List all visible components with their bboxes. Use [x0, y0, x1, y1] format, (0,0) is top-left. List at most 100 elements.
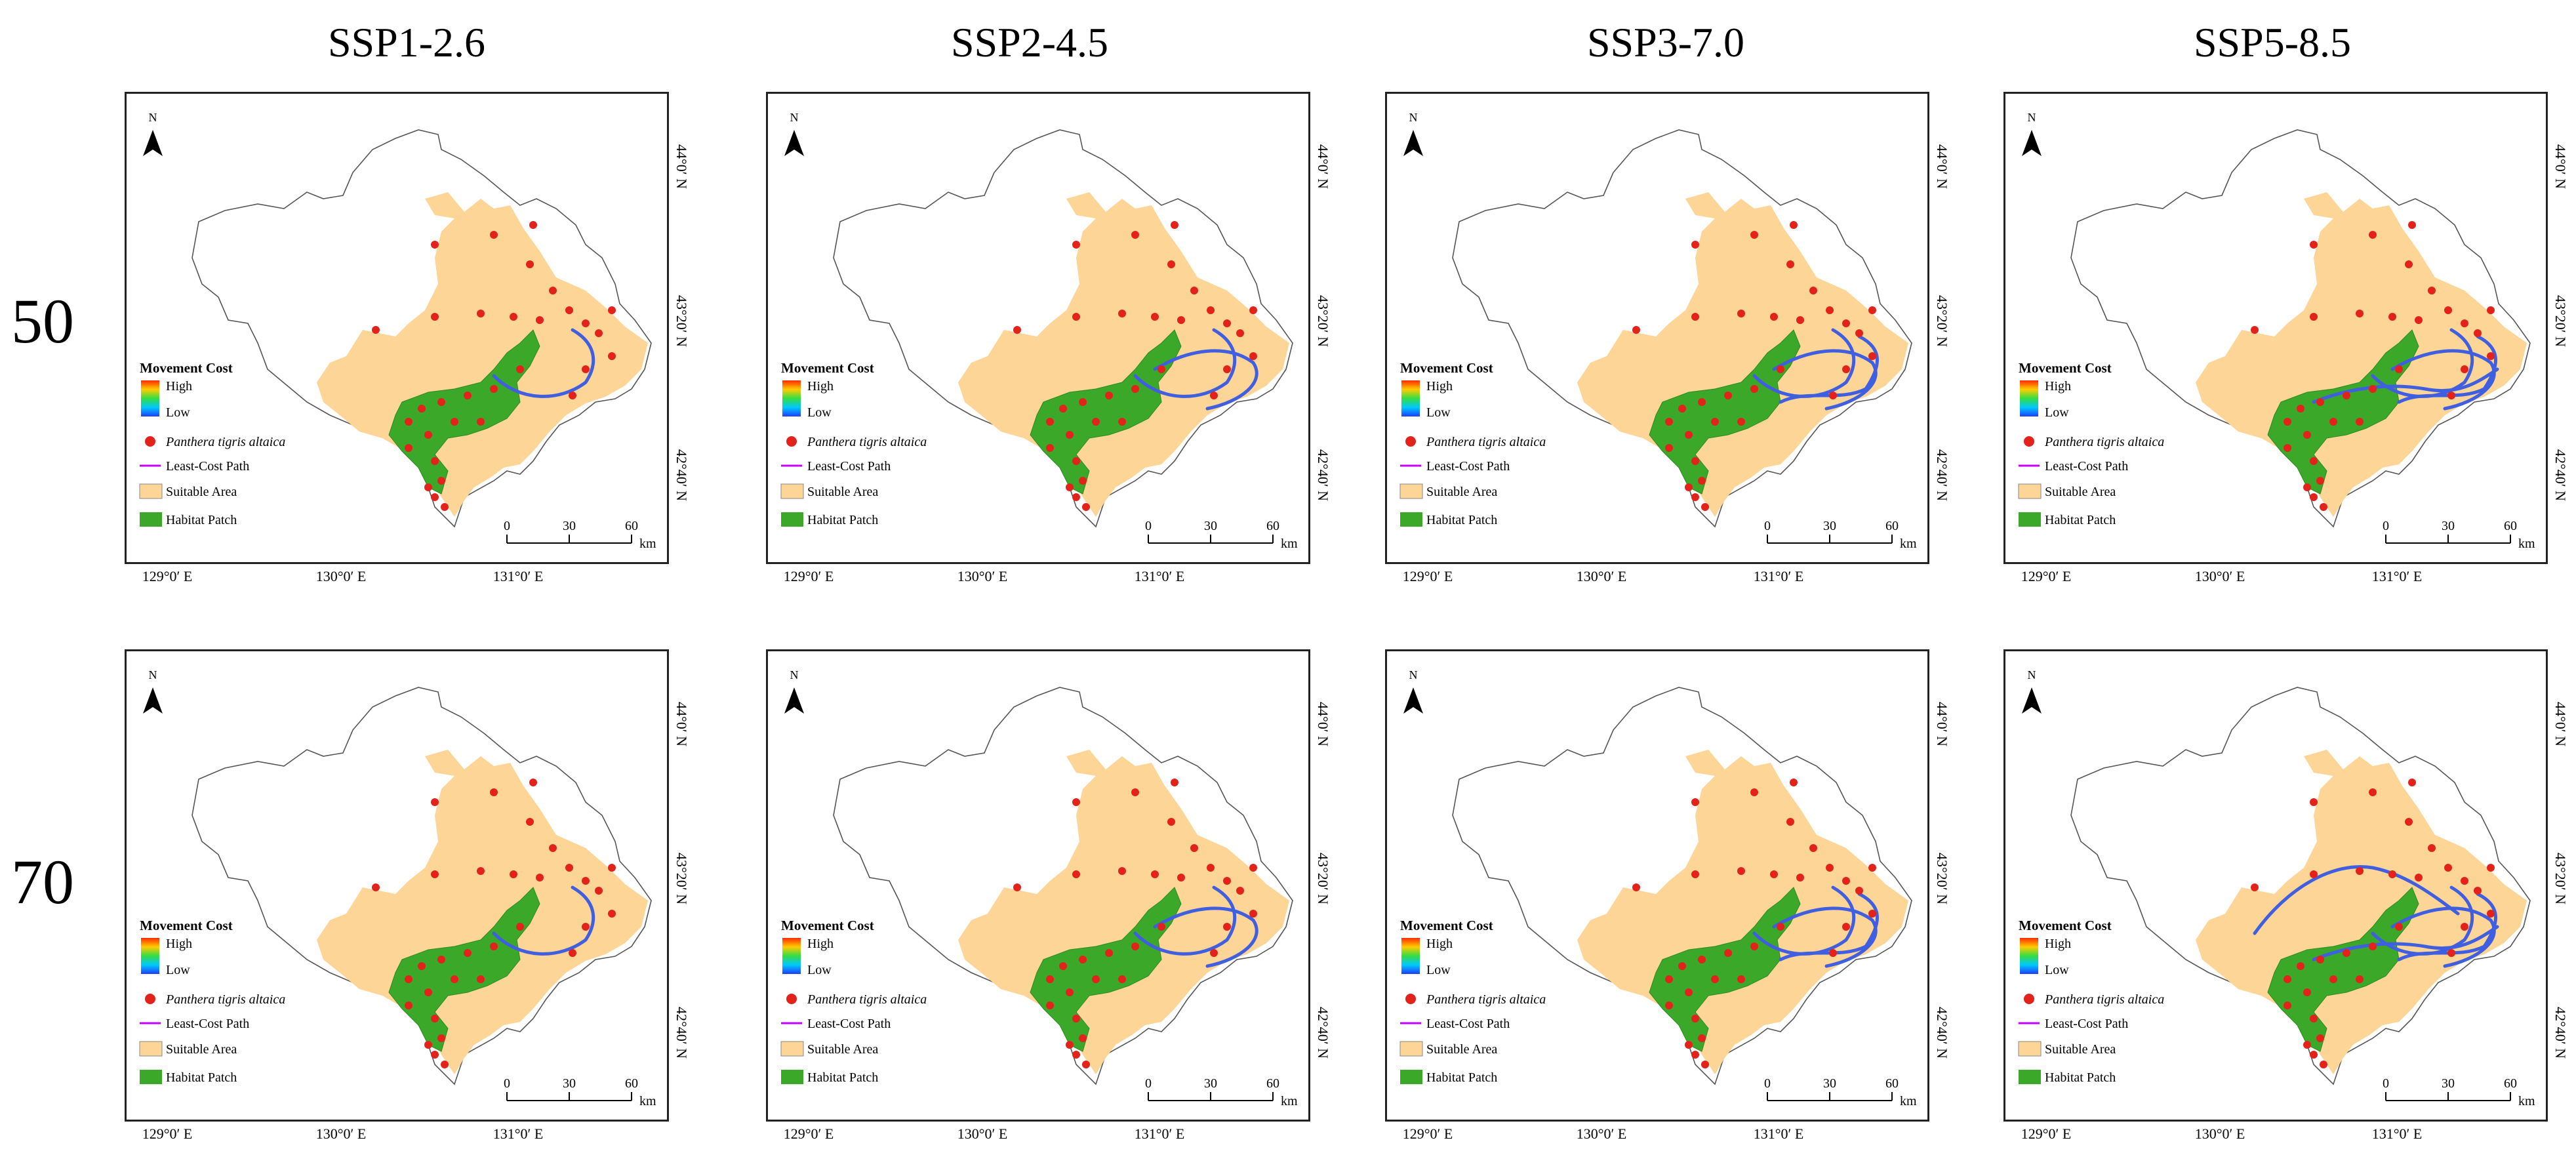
legend-high-label: High [166, 937, 192, 951]
tiger-occurrence-point [2356, 418, 2364, 426]
tiger-occurrence-point [2316, 1034, 2324, 1042]
least-cost-corridor [2371, 885, 2474, 956]
tiger-occurrence-point [2320, 503, 2327, 511]
tiger-occurrence-point [1777, 923, 1784, 931]
tiger-occurrence-point [1249, 352, 1257, 360]
tiger-occurrence-point [431, 1015, 439, 1023]
tiger-occurrence-point [1724, 949, 1732, 957]
tiger-occurrence-point [1207, 864, 1215, 872]
legend-movement-cost-title: Movement Cost [2019, 918, 2112, 933]
scale-tick-label: 60 [1266, 1076, 1279, 1091]
tiger-occurrence-point [1770, 313, 1778, 321]
longitude-label: 129°0′ E [783, 568, 834, 584]
habitat-patch-region [1649, 887, 1801, 1052]
tiger-occurrence-point [1157, 923, 1165, 931]
map-panel-ssp126-70: N Movement Cost High Low Panthera tigris alt… [125, 649, 669, 1122]
legend-path-label: Least-Cost Path [166, 459, 249, 474]
tiger-occurrence-point [431, 1051, 439, 1059]
tiger-occurrence-point [1665, 1002, 1673, 1009]
legend-species-label: Panthera tigris altaica [807, 435, 927, 449]
tiger-occurrence-point [431, 457, 439, 465]
tiger-occurrence-point [2369, 788, 2377, 796]
tiger-occurrence-point [1066, 483, 1074, 491]
north-arrow-icon [2022, 130, 2042, 156]
scale-tick-label: 30 [1823, 519, 1836, 533]
legend-species-label: Panthera tigris altaica [807, 992, 927, 1007]
tiger-occurrence-point [1223, 365, 1231, 373]
legend-suitable-symbol [139, 483, 163, 499]
tiger-occurrence-point [2297, 405, 2304, 413]
tiger-occurrence-point [1066, 1041, 1074, 1049]
tiger-occurrence-point [2320, 1061, 2327, 1068]
tiger-occurrence-point [2447, 392, 2455, 399]
tiger-occurrence-point [2461, 877, 2468, 885]
tiger-occurrence-point [1711, 418, 1719, 426]
least-cost-corridor [1779, 892, 1879, 962]
tiger-occurrence-point [2316, 956, 2324, 963]
legend-species-label: Panthera tigris altaica [165, 435, 285, 449]
least-cost-corridor [1772, 349, 1878, 411]
longitude-label: 129°0′ E [2021, 1125, 2072, 1142]
least-cost-corridor [2390, 349, 2496, 411]
legend-low-label: Low [807, 963, 832, 977]
tiger-occurrence-point [424, 431, 432, 439]
latitude-label: 42°40′ N [674, 449, 690, 501]
legend-high-label: High [166, 379, 192, 394]
tiger-occurrence-point [1046, 418, 1054, 426]
tiger-occurrence-point [490, 385, 498, 393]
tiger-occurrence-point [477, 867, 485, 875]
tiger-occurrence-point [1177, 874, 1185, 882]
tiger-occurrence-point [441, 1061, 449, 1068]
habitat-patch-region [388, 887, 540, 1052]
scale-tick-label: 60 [625, 519, 638, 533]
movement-cost-colorbar [782, 380, 801, 416]
tiger-occurrence-point [526, 818, 534, 826]
least-cost-corridor [1133, 885, 1237, 956]
tiger-occurrence-point [2408, 779, 2416, 786]
longitude-label: 130°0′ E [2194, 568, 2245, 584]
tiger-occurrence-point [1698, 477, 1706, 485]
tiger-occurrence-point [1210, 949, 1218, 957]
scale-tick-label: 30 [1204, 519, 1217, 533]
tiger-occurrence-point [1724, 392, 1732, 399]
tiger-occurrence-point [1059, 405, 1067, 413]
scale-unit-label: km [639, 537, 656, 551]
legend-movement-cost-title: Movement Cost [1400, 360, 1493, 376]
latitude-label: 42°40′ N [1315, 1007, 1331, 1059]
map-panel-ssp245-70: N Movement Cost High Low Panthera tigris alt… [766, 649, 1310, 1122]
legend-suitable-label: Suitable Area [2045, 1042, 2116, 1057]
legend-suitable-label: Suitable Area [807, 485, 878, 499]
longitude-label: 130°0′ E [1576, 1125, 1627, 1142]
tiger-occurrence-point [1685, 483, 1693, 491]
latitude-label: 44°0′ N [2552, 144, 2569, 189]
tiger-occurrence-point [1665, 444, 1673, 452]
tiger-occurrence-point [1046, 975, 1054, 983]
tiger-occurrence-point [608, 864, 616, 872]
tiger-occurrence-point [477, 310, 485, 317]
scale-unit-label: km [1900, 1094, 1917, 1108]
tiger-occurrence-point [1171, 221, 1178, 229]
legend-habitat-label: Habitat Patch [807, 1070, 878, 1085]
tiger-occurrence-point [1632, 883, 1640, 891]
legend-species-symbol [145, 436, 155, 447]
latitude-label: 44°0′ N [1934, 144, 1950, 189]
tiger-occurrence-point [1072, 313, 1080, 321]
tiger-occurrence-point [1796, 874, 1804, 882]
map-svg: N Movement Cost High Low Panthera tigris alt… [780, 668, 1298, 1108]
legend-suitable-symbol [2018, 483, 2042, 499]
legend-high-label: High [807, 379, 834, 394]
least-cost-corridor [2312, 925, 2499, 962]
tiger-occurrence-point [1118, 867, 1126, 875]
latitude-label: 42°40′ N [1934, 449, 1950, 501]
tiger-occurrence-point [1691, 493, 1699, 501]
tiger-occurrence-point [464, 392, 472, 399]
tiger-occurrence-point [2428, 287, 2436, 294]
legend-species-symbol [1405, 436, 1416, 447]
legend-path-label: Least-Cost Path [2045, 459, 2128, 474]
tiger-occurrence-point [516, 365, 524, 373]
tiger-occurrence-point [536, 316, 544, 324]
tiger-occurrence-point [1249, 306, 1257, 314]
